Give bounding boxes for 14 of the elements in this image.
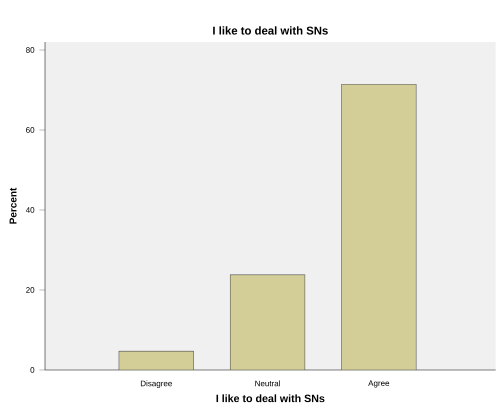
y-tick-label: 80 [26,47,34,53]
y-axis-title: Percent [10,188,17,224]
x-tick-label: Neutral [255,380,280,386]
y-tick-label: 0 [30,367,34,373]
x-tick-label: Agree [368,380,390,388]
y-tick-label: 20 [26,287,34,293]
x-tick-label: Disagree [140,380,172,388]
y-tick-label: 60 [26,127,34,133]
bar [341,84,416,370]
x-axis-title: I like to deal with SNs [216,394,324,402]
y-tick-label: 40 [26,207,34,213]
chart-title: I like to deal with SNs [213,26,328,35]
bar [118,350,194,370]
bar [230,274,306,370]
